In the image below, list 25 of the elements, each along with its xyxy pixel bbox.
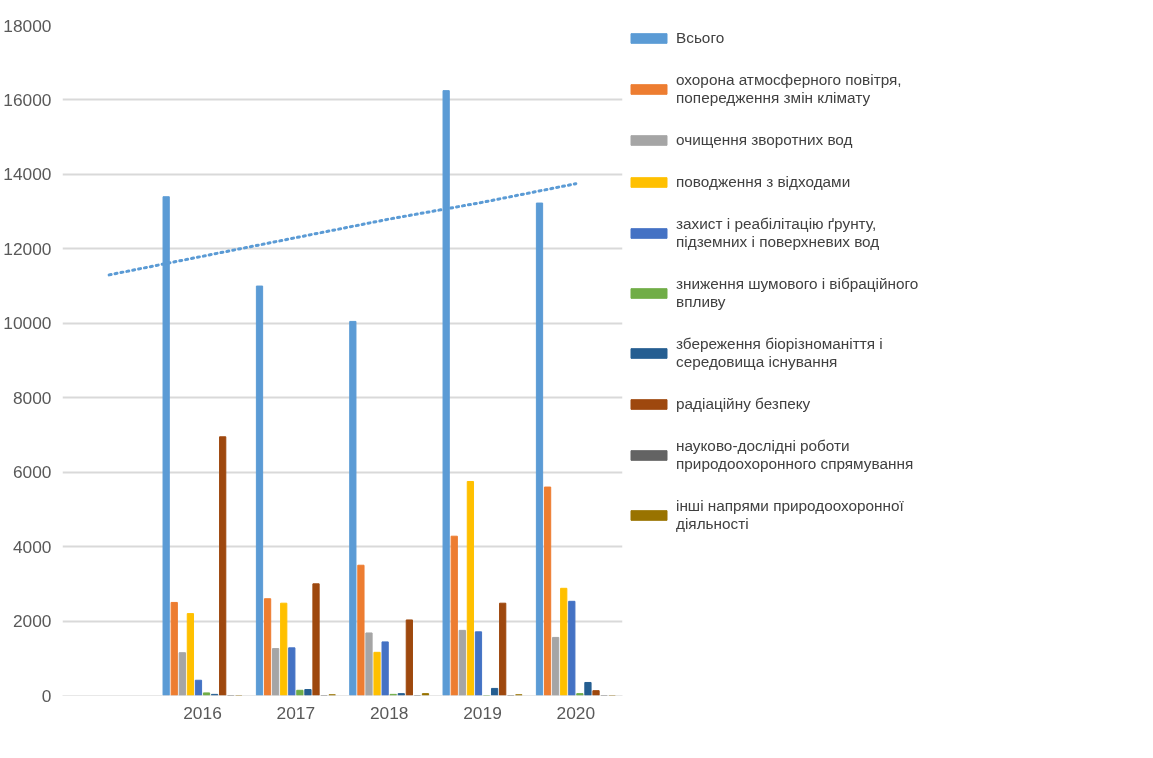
x-tick-label: 2019 [463, 702, 502, 723]
legend-label: Всього [676, 29, 725, 47]
legend-label: очищення зворотних вод [676, 131, 853, 149]
y-tick-label: 4000 [12, 536, 52, 557]
legend-label: інші напрями природоохоронної діяльності [676, 497, 904, 533]
y-tick-label: 0 [41, 685, 52, 706]
legend-label: науково-дослідні роботи природоохоронного спрямування [676, 437, 914, 473]
legend-label: поводження з відходами [676, 173, 851, 191]
y-tick-label: 18000 [3, 15, 52, 36]
y-tick-label: 2000 [12, 611, 52, 632]
y-tick-label: 14000 [3, 164, 52, 185]
legend-label: зниження шумового і вібраційного впливу [676, 275, 919, 311]
y-tick-label: 10000 [3, 313, 52, 334]
x-tick-label: 2020 [556, 702, 596, 723]
y-tick-label: 16000 [3, 89, 52, 110]
legend-label: збереження біорізноманіття і середовища існування [676, 335, 883, 371]
legend-label: захист і реабілітацію ґрунту, підземних і поверхневих вод [676, 215, 880, 251]
y-tick-label: 8000 [12, 387, 52, 408]
y-tick-label: 12000 [3, 238, 52, 259]
x-tick-label: 2018 [369, 702, 409, 723]
legend-label: охорона атмосферного повітря, попередження змін клімату [676, 71, 902, 107]
legend-label: радіаційну безпеку [676, 395, 811, 413]
x-tick-label: 2017 [276, 702, 316, 723]
x-tick-label: 2016 [183, 702, 222, 723]
y-tick-label: 6000 [12, 462, 52, 483]
